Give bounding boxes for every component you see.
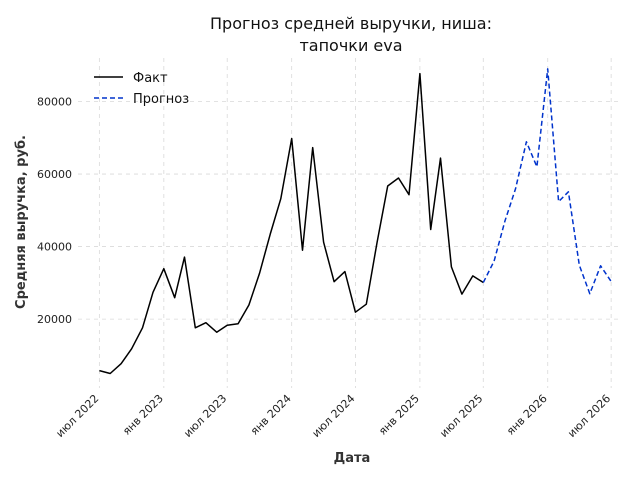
series-line-forecast [482,68,612,295]
y-tick-label: 60000 [37,168,72,181]
x-tick-label: июл 2026 [565,392,613,440]
y-tick-label: 40000 [37,241,72,254]
x-tick-label: июл 2024 [310,392,358,440]
x-tick-label: июл 2023 [181,392,229,440]
y-tick-label: 80000 [37,96,72,109]
y-tick-labels: 20000 40000 60000 80000 [37,96,72,327]
y-axis-label: Средняя выручка, руб. [14,135,29,309]
grid-lines [78,58,622,388]
chart-title-line-2: тапочки eva [299,36,402,55]
legend-label-fact: Факт [133,71,168,86]
legend-label-forecast: Прогноз [133,92,189,107]
legend: Факт Прогноз [94,71,189,107]
x-tick-label: июл 2022 [53,392,101,440]
x-axis-label: Дата [334,451,371,466]
x-tick-label: янв 2026 [504,392,550,438]
x-tick-label: июл 2025 [437,392,485,440]
x-tick-label: янв 2024 [248,392,294,438]
x-tick-label: янв 2025 [376,392,422,438]
x-tick-label: янв 2023 [120,392,166,438]
y-tick-label: 20000 [37,313,72,326]
series-lines [99,68,612,375]
chart-title-line-1: Прогноз средней выручки, ниша: [210,14,492,33]
x-tick-labels: июл 2022 янв 2023 июл 2023 янв 2024 июл 2024… [53,392,613,440]
series-line-fact [99,72,484,375]
